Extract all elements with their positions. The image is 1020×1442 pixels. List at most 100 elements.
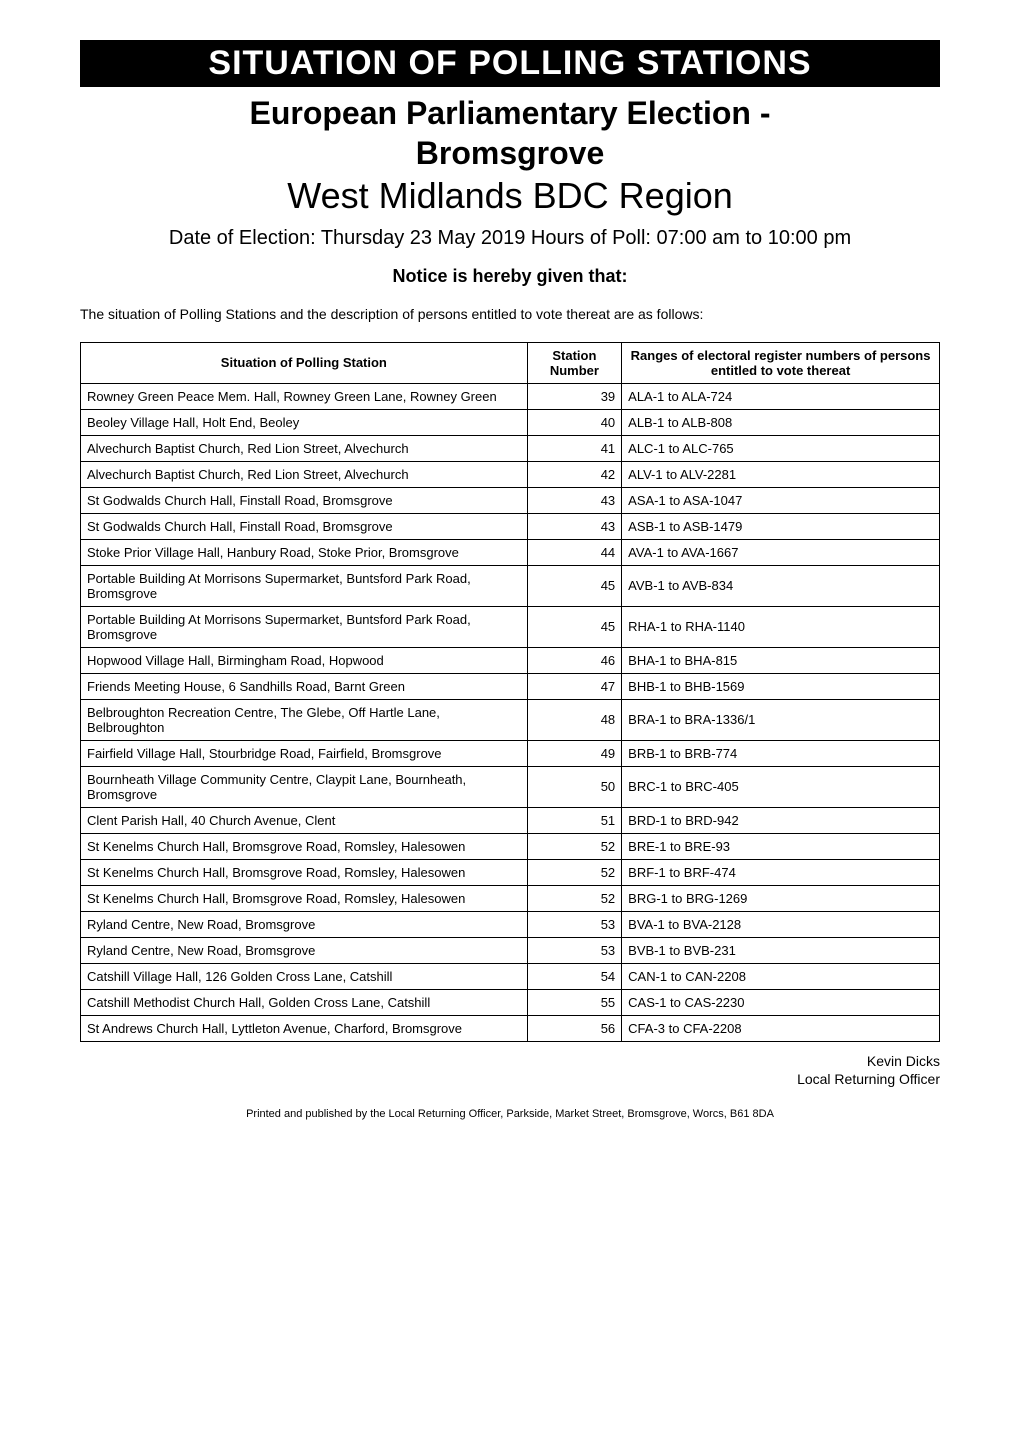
cell-situation: Bournheath Village Community Centre, Cla…: [81, 766, 528, 807]
cell-situation: Friends Meeting House, 6 Sandhills Road,…: [81, 673, 528, 699]
cell-station-number: 51: [527, 807, 621, 833]
cell-ranges: BRB-1 to BRB-774: [622, 740, 940, 766]
cell-situation: Portable Building At Morrisons Supermark…: [81, 606, 528, 647]
title-line-2: Bromsgrove: [416, 135, 605, 171]
table-row: Alvechurch Baptist Church, Red Lion Stre…: [81, 435, 940, 461]
cell-situation: Alvechurch Baptist Church, Red Lion Stre…: [81, 435, 528, 461]
table-row: Catshill Methodist Church Hall, Golden C…: [81, 989, 940, 1015]
table-row: Beoley Village Hall, Holt End, Beoley40A…: [81, 409, 940, 435]
signature-name: Kevin Dicks: [867, 1053, 940, 1069]
cell-station-number: 47: [527, 673, 621, 699]
cell-ranges: BRC-1 to BRC-405: [622, 766, 940, 807]
col-ranges: Ranges of electoral register numbers of …: [622, 342, 940, 383]
cell-ranges: BRF-1 to BRF-474: [622, 859, 940, 885]
cell-situation: Catshill Village Hall, 126 Golden Cross …: [81, 963, 528, 989]
cell-station-number: 45: [527, 565, 621, 606]
cell-situation: Rowney Green Peace Mem. Hall, Rowney Gre…: [81, 383, 528, 409]
cell-station-number: 52: [527, 859, 621, 885]
cell-situation: Beoley Village Hall, Holt End, Beoley: [81, 409, 528, 435]
cell-station-number: 54: [527, 963, 621, 989]
banner-heading: SITUATION OF POLLING STATIONS: [80, 40, 940, 87]
cell-station-number: 46: [527, 647, 621, 673]
cell-station-number: 52: [527, 885, 621, 911]
cell-situation: St Godwalds Church Hall, Finstall Road, …: [81, 487, 528, 513]
table-row: St Kenelms Church Hall, Bromsgrove Road,…: [81, 885, 940, 911]
cell-station-number: 44: [527, 539, 621, 565]
cell-station-number: 56: [527, 1015, 621, 1041]
cell-station-number: 43: [527, 513, 621, 539]
table-row: Bournheath Village Community Centre, Cla…: [81, 766, 940, 807]
title-line-1: European Parliamentary Election -: [249, 95, 770, 131]
table-row: Belbroughton Recreation Centre, The Gleb…: [81, 699, 940, 740]
cell-ranges: BRG-1 to BRG-1269: [622, 885, 940, 911]
cell-station-number: 53: [527, 911, 621, 937]
cell-situation: Stoke Prior Village Hall, Hanbury Road, …: [81, 539, 528, 565]
cell-situation: St Kenelms Church Hall, Bromsgrove Road,…: [81, 833, 528, 859]
cell-situation: Ryland Centre, New Road, Bromsgrove: [81, 911, 528, 937]
table-row: Alvechurch Baptist Church, Red Lion Stre…: [81, 461, 940, 487]
table-row: Portable Building At Morrisons Supermark…: [81, 565, 940, 606]
cell-ranges: AVB-1 to AVB-834: [622, 565, 940, 606]
table-row: St Andrews Church Hall, Lyttleton Avenue…: [81, 1015, 940, 1041]
election-title: European Parliamentary Election - Bromsg…: [80, 93, 940, 173]
cell-situation: Ryland Centre, New Road, Bromsgrove: [81, 937, 528, 963]
cell-ranges: ALV-1 to ALV-2281: [622, 461, 940, 487]
cell-station-number: 42: [527, 461, 621, 487]
table-body: Rowney Green Peace Mem. Hall, Rowney Gre…: [81, 383, 940, 1041]
cell-station-number: 55: [527, 989, 621, 1015]
cell-situation: Portable Building At Morrisons Supermark…: [81, 565, 528, 606]
cell-ranges: BRE-1 to BRE-93: [622, 833, 940, 859]
cell-situation: Clent Parish Hall, 40 Church Avenue, Cle…: [81, 807, 528, 833]
polling-stations-table: Situation of Polling Station Station Num…: [80, 342, 940, 1042]
cell-station-number: 52: [527, 833, 621, 859]
col-situation: Situation of Polling Station: [81, 342, 528, 383]
cell-station-number: 45: [527, 606, 621, 647]
cell-ranges: CAN-1 to CAN-2208: [622, 963, 940, 989]
poll-date-hours: Date of Election: Thursday 23 May 2019 H…: [80, 227, 940, 250]
cell-station-number: 39: [527, 383, 621, 409]
cell-situation: Fairfield Village Hall, Stourbridge Road…: [81, 740, 528, 766]
cell-situation: Alvechurch Baptist Church, Red Lion Stre…: [81, 461, 528, 487]
cell-ranges: ALC-1 to ALC-765: [622, 435, 940, 461]
table-row: Catshill Village Hall, 126 Golden Cross …: [81, 963, 940, 989]
signature-block: Kevin Dicks Local Returning Officer: [80, 1052, 940, 1088]
cell-ranges: BVB-1 to BVB-231: [622, 937, 940, 963]
cell-station-number: 40: [527, 409, 621, 435]
table-row: Hopwood Village Hall, Birmingham Road, H…: [81, 647, 940, 673]
cell-ranges: BHB-1 to BHB-1569: [622, 673, 940, 699]
cell-station-number: 49: [527, 740, 621, 766]
footer-text: Printed and published by the Local Retur…: [80, 1108, 940, 1120]
cell-station-number: 50: [527, 766, 621, 807]
cell-station-number: 43: [527, 487, 621, 513]
cell-ranges: BVA-1 to BVA-2128: [622, 911, 940, 937]
table-row: Friends Meeting House, 6 Sandhills Road,…: [81, 673, 940, 699]
table-row: Stoke Prior Village Hall, Hanbury Road, …: [81, 539, 940, 565]
cell-station-number: 53: [527, 937, 621, 963]
cell-situation: St Godwalds Church Hall, Finstall Road, …: [81, 513, 528, 539]
cell-ranges: BHA-1 to BHA-815: [622, 647, 940, 673]
cell-ranges: ASB-1 to ASB-1479: [622, 513, 940, 539]
cell-ranges: CFA-3 to CFA-2208: [622, 1015, 940, 1041]
table-header-row: Situation of Polling Station Station Num…: [81, 342, 940, 383]
cell-station-number: 48: [527, 699, 621, 740]
cell-station-number: 41: [527, 435, 621, 461]
region-name: West Midlands BDC Region: [80, 175, 940, 217]
table-row: St Kenelms Church Hall, Bromsgrove Road,…: [81, 859, 940, 885]
cell-ranges: ASA-1 to ASA-1047: [622, 487, 940, 513]
table-row: Ryland Centre, New Road, Bromsgrove53BVA…: [81, 911, 940, 937]
table-row: St Kenelms Church Hall, Bromsgrove Road,…: [81, 833, 940, 859]
cell-situation: St Kenelms Church Hall, Bromsgrove Road,…: [81, 885, 528, 911]
cell-ranges: ALB-1 to ALB-808: [622, 409, 940, 435]
cell-ranges: CAS-1 to CAS-2230: [622, 989, 940, 1015]
cell-ranges: BRD-1 to BRD-942: [622, 807, 940, 833]
cell-situation: St Kenelms Church Hall, Bromsgrove Road,…: [81, 859, 528, 885]
cell-situation: St Andrews Church Hall, Lyttleton Avenue…: [81, 1015, 528, 1041]
cell-ranges: BRA-1 to BRA-1336/1: [622, 699, 940, 740]
table-row: Ryland Centre, New Road, Bromsgrove53BVB…: [81, 937, 940, 963]
col-station-number: Station Number: [527, 342, 621, 383]
table-row: Fairfield Village Hall, Stourbridge Road…: [81, 740, 940, 766]
table-row: Clent Parish Hall, 40 Church Avenue, Cle…: [81, 807, 940, 833]
intro-paragraph: The situation of Polling Stations and th…: [80, 305, 940, 324]
table-row: Portable Building At Morrisons Supermark…: [81, 606, 940, 647]
table-row: Rowney Green Peace Mem. Hall, Rowney Gre…: [81, 383, 940, 409]
